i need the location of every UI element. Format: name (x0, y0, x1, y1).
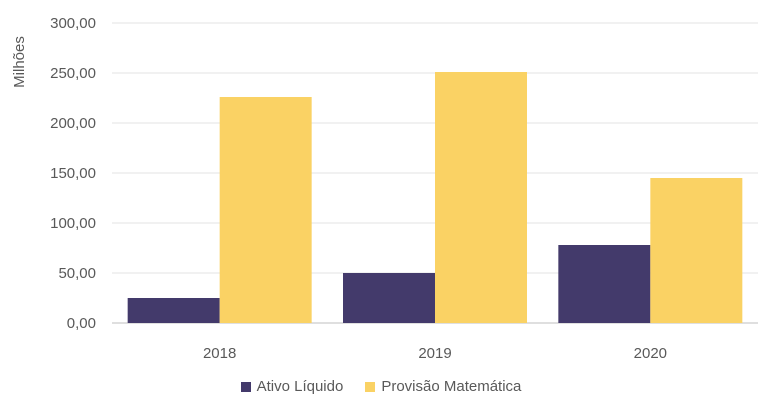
x-tick-label: 2020 (634, 345, 667, 362)
y-tick-label: 0,00 (67, 315, 96, 332)
y-axis-ticks: 0,00 50,00 100,00 150,00 200,00 250,00 300,00 (50, 15, 96, 332)
x-tick-label: 2019 (418, 345, 451, 362)
legend-label-provisao-matematica: Provisão Matemática (381, 378, 522, 395)
bar-provisao-matematica-2018[interactable] (219, 97, 312, 323)
y-tick-label: 100,00 (50, 215, 96, 232)
legend: Ativo Líquido Provisão Matemática (0, 378, 762, 395)
y-tick-label: 250,00 (50, 65, 96, 82)
bars (127, 72, 743, 323)
bar-provisao-matematica-2019[interactable] (435, 72, 527, 323)
legend-item-ativo-liquido[interactable]: Ativo Líquido (240, 378, 344, 395)
bar-ativo-liquido-2019[interactable] (343, 273, 435, 323)
x-tick-label: 2018 (203, 345, 236, 362)
y-tick-label: 150,00 (50, 165, 96, 182)
y-tick-label: 50,00 (58, 265, 96, 282)
bar-provisao-matematica-2020[interactable] (650, 178, 743, 323)
legend-label-ativo-liquido: Ativo Líquido (256, 378, 344, 395)
y-tick-label: 300,00 (50, 15, 96, 32)
x-axis-ticks: 2018 2019 2020 (203, 345, 667, 362)
bar-ativo-liquido-2018[interactable] (127, 298, 220, 323)
y-axis-label: Milhões (11, 36, 28, 88)
legend-swatch-provisao-matematica (365, 381, 376, 392)
legend-item-provisao-matematica[interactable]: Provisão Matemática (365, 378, 521, 395)
bar-ativo-liquido-2020[interactable] (558, 245, 651, 323)
legend-swatch-ativo-liquido (240, 381, 251, 392)
y-tick-label: 200,00 (50, 115, 96, 132)
